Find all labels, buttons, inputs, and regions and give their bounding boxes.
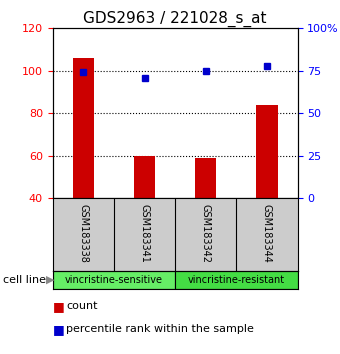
Text: count: count xyxy=(66,301,98,311)
Text: vincristine-resistant: vincristine-resistant xyxy=(188,275,285,285)
Text: GSM183342: GSM183342 xyxy=(201,204,211,263)
Bar xyxy=(134,156,155,198)
Text: vincristine-sensitive: vincristine-sensitive xyxy=(65,275,163,285)
Text: GSM183338: GSM183338 xyxy=(78,204,88,263)
Bar xyxy=(195,158,216,198)
Text: ■: ■ xyxy=(53,323,65,336)
Text: ▶: ▶ xyxy=(46,275,54,285)
Text: percentile rank within the sample: percentile rank within the sample xyxy=(66,324,254,334)
Bar xyxy=(73,58,94,198)
Text: GSM183341: GSM183341 xyxy=(139,204,150,263)
Bar xyxy=(53,271,175,289)
Text: ■: ■ xyxy=(53,300,65,313)
Bar xyxy=(256,105,278,198)
Title: GDS2963 / 221028_s_at: GDS2963 / 221028_s_at xyxy=(83,11,267,27)
Text: GSM183344: GSM183344 xyxy=(262,204,272,263)
Bar xyxy=(175,271,298,289)
Text: cell line: cell line xyxy=(3,275,46,285)
